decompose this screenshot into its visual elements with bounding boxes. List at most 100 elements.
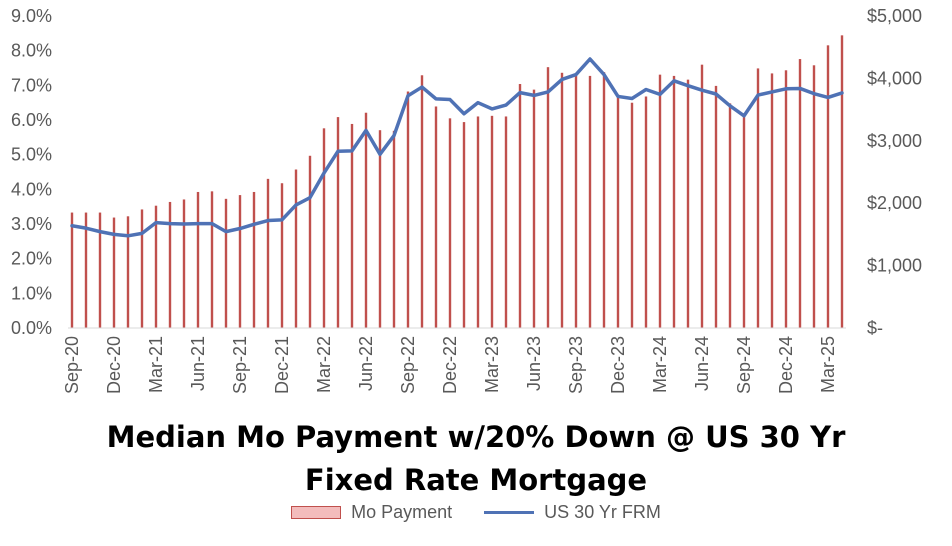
legend-swatch-line <box>484 511 535 514</box>
x-axis-tick-label: Dec-24 <box>776 336 796 394</box>
payment-bar <box>658 74 662 328</box>
legend: Mo Payment US 30 Yr FRM <box>0 502 952 523</box>
payment-bar <box>350 123 354 329</box>
right-axis-tick-label: $1,000 <box>867 256 922 276</box>
x-axis-tick-label: Sep-20 <box>62 336 82 394</box>
chart-title-line-2: Fixed Rate Mortgage <box>304 463 648 497</box>
payment-bar <box>644 96 648 328</box>
payment-bar <box>126 216 130 328</box>
right-axis-tick-label: $- <box>867 318 883 338</box>
legend-entry-us-30-yr-frm: US 30 Yr FRM <box>484 502 661 523</box>
payment-bar <box>168 201 172 328</box>
payment-bar <box>672 75 676 329</box>
left-axis-tick-label: 1.0% <box>11 283 52 303</box>
legend-entry-mo-payment: Mo Payment <box>291 502 452 523</box>
payment-bar <box>434 106 438 328</box>
x-axis-tick-label: Mar-25 <box>818 336 838 393</box>
payment-bar <box>154 205 158 328</box>
payment-bar <box>280 183 284 328</box>
payment-bar <box>364 112 368 328</box>
payment-bar <box>420 75 424 328</box>
payment-bar <box>378 130 382 328</box>
payment-bar <box>798 59 802 328</box>
payment-bar <box>140 209 144 328</box>
left-axis-tick-label: 5.0% <box>11 145 52 165</box>
payment-bar <box>588 75 592 329</box>
payment-bar <box>392 130 396 328</box>
payment-bar <box>602 72 606 328</box>
x-axis-tick-label: Dec-23 <box>608 336 628 394</box>
x-axis-tick-label: Mar-21 <box>146 336 166 393</box>
payment-bar <box>252 191 256 328</box>
payment-bar <box>308 155 312 328</box>
left-axis-tick-label: 9.0% <box>11 6 52 26</box>
x-axis-tick-label: Dec-21 <box>272 336 292 394</box>
payment-bar <box>770 73 774 329</box>
x-axis-tick-label: Jun-24 <box>692 336 712 391</box>
right-axis-ticks: $- $1,000 $2,000 $3,000 $4,000 $5,000 <box>867 6 922 338</box>
payment-bar <box>462 122 466 328</box>
left-axis-tick-label: 0.0% <box>11 318 52 338</box>
chart-title-line-1: Median Mo Payment w/20% Down @ US 30 Yr <box>106 420 846 454</box>
x-axis-tick-label: Jun-22 <box>356 336 376 391</box>
payment-bar <box>322 128 326 328</box>
payment-bar <box>826 45 830 328</box>
right-axis-tick-label: $5,000 <box>867 6 922 26</box>
x-axis-tick-label: Dec-20 <box>104 336 124 394</box>
payment-bar <box>728 103 732 328</box>
payment-bar <box>518 84 522 329</box>
x-axis-tick-label: Mar-23 <box>482 336 502 393</box>
payment-bar <box>336 117 340 328</box>
left-axis-tick-label: 2.0% <box>11 249 52 269</box>
payment-bar <box>700 64 704 328</box>
right-axis-tick-label: $3,000 <box>867 131 922 151</box>
x-axis-tick-label: Mar-22 <box>314 336 334 393</box>
left-axis-tick-label: 6.0% <box>11 110 52 130</box>
payment-bar <box>784 70 788 329</box>
legend-label-mo-payment: Mo Payment <box>351 502 453 522</box>
payment-bar <box>532 89 536 328</box>
x-axis-tick-label: Sep-22 <box>398 336 418 394</box>
payment-bar <box>266 178 270 328</box>
payment-bar <box>84 212 88 328</box>
chart-area: 0.0% 1.0% 2.0% 3.0% 4.0% 5.0% 6.0% 7.0% 8.0% 9.0%… <box>11 6 922 394</box>
payment-bar <box>490 115 494 328</box>
left-axis-ticks: 0.0% 1.0% 2.0% 3.0% 4.0% 5.0% 6.0% 7.0% 8.0% 9.0% <box>11 6 52 338</box>
legend-swatch-bar <box>291 506 342 519</box>
payment-bar <box>686 79 690 328</box>
right-axis-tick-label: $4,000 <box>867 68 922 88</box>
rate-line <box>70 57 844 238</box>
payment-bar <box>630 102 634 329</box>
payment-bar <box>476 116 480 329</box>
x-axis-tick-label: Jun-21 <box>188 336 208 391</box>
payment-bar <box>98 212 102 328</box>
legend-label-us-30-yr-frm: US 30 Yr FRM <box>544 502 661 522</box>
payment-bar <box>574 75 578 329</box>
payment-bar <box>504 116 508 329</box>
payment-bar <box>182 199 186 328</box>
payment-bar <box>294 169 298 328</box>
x-axis-tick-label: Dec-22 <box>440 336 460 394</box>
payment-bar <box>224 198 228 328</box>
payment-bar <box>238 195 242 328</box>
payment-bar <box>112 217 116 328</box>
x-axis-tick-label: Jun-23 <box>524 336 544 391</box>
payment-bar <box>756 68 760 328</box>
payment-bar <box>546 67 550 328</box>
left-axis-tick-label: 3.0% <box>11 214 52 234</box>
left-axis-tick-label: 8.0% <box>11 41 52 61</box>
x-axis-tick-label: Sep-24 <box>734 336 754 394</box>
x-axis-ticks: Sep-20 Dec-20 Mar-21 Jun-21 Sep-21 Dec-21 Mar-… <box>62 336 838 394</box>
x-axis-tick-label: Sep-23 <box>566 336 586 394</box>
left-axis-tick-label: 7.0% <box>11 75 52 95</box>
payment-bar <box>448 118 452 328</box>
payment-bars <box>70 35 844 329</box>
payment-bar <box>196 191 200 328</box>
payment-bar <box>742 117 746 328</box>
payment-bar <box>210 191 214 328</box>
right-axis-tick-label: $2,000 <box>867 193 922 213</box>
payment-bar <box>560 72 564 328</box>
x-axis-tick-label: Sep-21 <box>230 336 250 394</box>
x-axis-tick-label: Mar-24 <box>650 336 670 393</box>
payment-bar <box>812 65 816 329</box>
